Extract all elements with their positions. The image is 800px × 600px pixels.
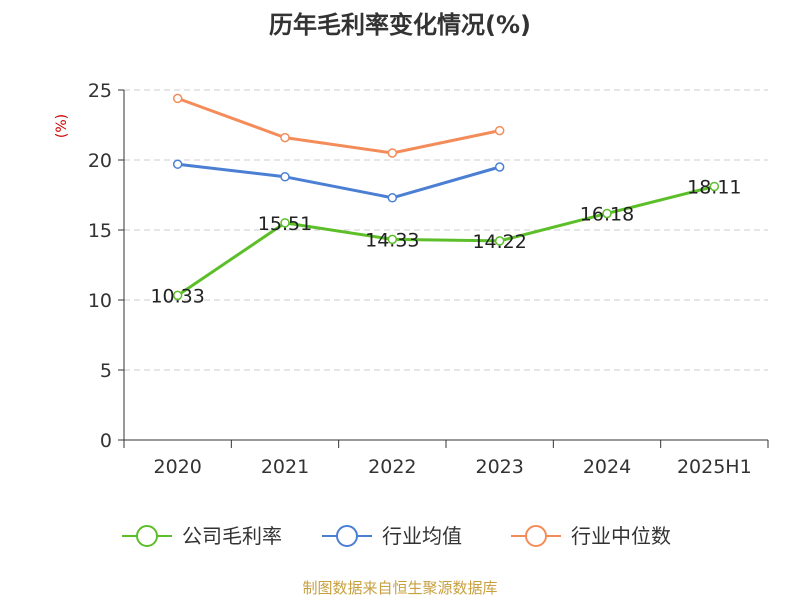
series-1 [172,159,505,203]
series-line [176,185,715,297]
data-label: 15.51 [258,213,312,235]
series-line [177,96,500,155]
data-label: 16.18 [580,203,634,225]
legend: 公司毛利率 行业均值 行业中位数 [122,524,671,548]
x-tick-label: 2024 [583,456,631,478]
data-label: 10.33 [150,285,204,307]
y-tick-label: 15 [88,220,112,242]
data-point [172,290,183,301]
source-note: 制图数据来自恒生聚源数据库 [302,579,497,597]
legend-item: 公司毛利率 [122,524,282,548]
data-point [494,236,505,246]
data-label: 14.22 [472,231,526,253]
series-line [177,162,501,200]
data-point [172,159,183,169]
data-point [494,162,505,172]
x-tick-label: 2021 [261,456,309,478]
legend-label: 公司毛利率 [182,524,282,548]
data-point [602,208,612,219]
legend-marker [336,525,358,547]
data-point [280,218,290,228]
y-tick-label: 5 [100,360,112,382]
data-point [494,125,505,136]
data-labels: 10.33 15.51 14.33 14.22 16.18 18.11 [150,176,741,307]
y-tick-label: 10 [88,290,112,312]
series-group [172,93,720,301]
y-tick-label: 25 [88,80,112,102]
data-point [280,132,290,143]
legend-item: 行业中位数 [511,524,671,548]
data-point [387,234,398,245]
legend-label: 行业中位数 [571,524,671,548]
x-tick-label: 2025H1 [677,456,752,478]
data-label: 14.33 [365,229,419,251]
y-axis-label: (%) [54,114,70,138]
series-2 [172,93,505,158]
y-tick-label: 20 [88,150,112,172]
axes [118,89,769,448]
data-point [280,172,290,182]
data-point [387,148,398,158]
legend-item: 行业均值 [322,524,462,548]
data-label: 18.11 [687,176,741,198]
legend-marker [136,525,158,547]
x-axis-ticks: 2020 2021 2022 2023 2024 2025H1 [153,456,751,478]
legend-marker [525,525,547,547]
grid-lines [124,89,768,371]
y-axis-ticks: 0 5 10 15 20 25 [88,80,112,452]
x-tick-label: 2022 [368,456,416,478]
data-point [387,193,398,203]
series-0 [172,181,720,301]
chart-title: 历年毛利率变化情况(%) [269,11,531,39]
y-tick-label: 0 [100,430,112,452]
data-point [172,93,183,104]
legend-label: 行业均值 [382,524,462,548]
x-tick-label: 2020 [153,456,201,478]
data-point [709,181,720,192]
x-tick-label: 2023 [475,456,523,478]
